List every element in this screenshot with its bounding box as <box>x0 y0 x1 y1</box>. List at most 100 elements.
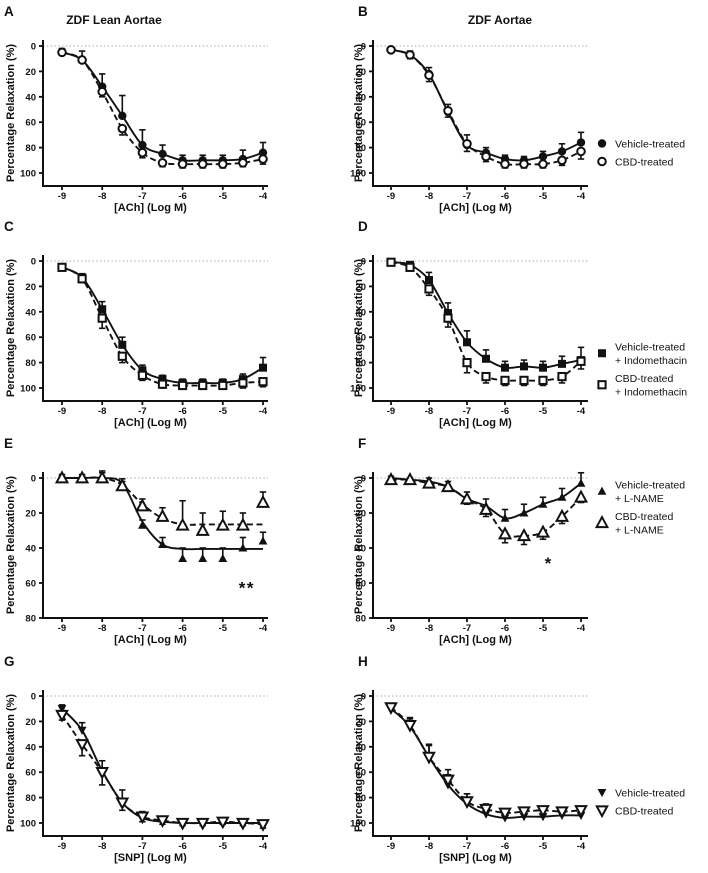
x-tick-label: -8 <box>98 841 106 852</box>
x-axis-title: [ACh] (Log M) <box>114 417 187 429</box>
y-tick-label: 40 <box>25 307 36 318</box>
x-tick-label: -4 <box>259 841 268 852</box>
y-tick-label: 40 <box>355 92 366 103</box>
triangle-down-open-marker <box>498 807 512 821</box>
x-tick-label: -6 <box>178 406 186 417</box>
triangle-up-filled-marker <box>557 492 567 501</box>
square-filled-marker <box>118 340 127 349</box>
x-tick-label: -7 <box>463 406 471 417</box>
curve-vehicle <box>390 48 582 162</box>
x-tick-label: -8 <box>425 191 433 202</box>
panel-label: H <box>358 654 368 669</box>
square-open-marker <box>57 262 67 272</box>
circle-open-marker <box>519 159 529 169</box>
chart-title: ZDF Aortae <box>468 13 533 27</box>
circle-open-marker <box>597 156 607 167</box>
triangle-down-open-marker <box>195 817 210 831</box>
triangle-down-open-marker <box>55 709 69 723</box>
x-tick-label: -7 <box>138 191 146 202</box>
y-tick-label: 60 <box>25 118 36 129</box>
y-tick-label: 60 <box>25 768 36 779</box>
y-tick-label: 80 <box>355 614 366 625</box>
circle-open-marker <box>481 151 491 162</box>
triangle-down-open-marker <box>256 819 270 832</box>
square-filled-marker <box>158 375 167 384</box>
chart-title: ZDF Lean Aortae <box>66 13 162 27</box>
square-open-marker <box>538 375 548 385</box>
y-tick-label: 20 <box>355 717 366 728</box>
triangle-up-open-marker <box>155 508 170 522</box>
y-tick-label: 0 <box>31 474 36 485</box>
x-tick-label: -9 <box>387 191 395 202</box>
panel-e: E 0 20 40 60 80 -9 -8 -7 -6 -5 -4 Percentage Relaxat… <box>0 432 354 650</box>
x-axis-title: [ACh] (Log M) <box>439 202 512 214</box>
panel-label: D <box>358 219 368 234</box>
circle-open-marker <box>443 105 453 116</box>
curve-vehicle <box>61 708 263 825</box>
y-tick-label: 40 <box>25 544 36 555</box>
triangle-down-filled-marker <box>597 788 607 798</box>
curve-cbd <box>61 266 264 387</box>
circle-open-marker <box>77 55 87 65</box>
curve-cbd <box>390 261 582 382</box>
panel-f: F 0 20 40 60 80 -9 -8 -7 -6 -5 -4 Percentage Relaxat… <box>353 432 708 650</box>
triangle-up-filled-marker <box>258 536 268 545</box>
y-tick-label: 0 <box>361 692 366 703</box>
triangle-up-open-marker <box>175 517 190 531</box>
circle-open-marker <box>258 154 268 164</box>
curve-cbd <box>390 48 582 166</box>
triangle-up-open-marker <box>421 475 437 489</box>
y-tick-label: 100 <box>20 819 36 830</box>
y-tick-label: 20 <box>25 509 36 520</box>
circle-open-marker <box>405 50 415 60</box>
y-tick-label: 60 <box>355 333 366 344</box>
x-tick-label: -8 <box>98 406 106 417</box>
x-axis-title: [ACh] (Log M) <box>439 634 512 646</box>
circle-filled-marker <box>118 111 127 121</box>
square-filled-marker <box>98 305 107 314</box>
x-tick-label: -4 <box>577 406 586 417</box>
square-open-marker <box>137 370 148 380</box>
legend-label: + Indomethacin <box>615 355 687 367</box>
triangle-up-open-marker <box>95 470 110 484</box>
y-axis-title: Percentage Relaxation (%) <box>5 476 17 614</box>
square-filled-marker <box>138 366 147 375</box>
y-axis-title: Percentage Relaxation (%) <box>353 44 365 182</box>
panel-e-chart: E 0 20 40 60 80 -9 -8 -7 -6 -5 -4 Percentage Relaxat… <box>4 436 271 646</box>
triangle-down-open-marker <box>95 767 110 780</box>
triangle-up-filled-marker <box>538 499 548 508</box>
panel-c-chart: C 0 20 40 60 80 100 -9 -8 -7 -6 -5 -4 Percentage Rela… <box>4 219 268 429</box>
triangle-up-open-marker <box>478 501 494 515</box>
legend-label: CBD-treated <box>615 511 674 523</box>
curve-vehicle <box>61 266 264 385</box>
x-tick-label: -8 <box>98 191 106 202</box>
square-open-marker <box>77 274 87 284</box>
x-tick-label: -9 <box>58 191 66 202</box>
x-tick-label: -7 <box>138 841 146 852</box>
legend-label: CBD-treated <box>615 157 674 169</box>
panel-label: G <box>4 654 15 669</box>
circle-filled-marker <box>138 140 147 150</box>
y-tick-label: 20 <box>355 509 366 520</box>
triangle-up-open-marker <box>235 517 250 531</box>
y-tick-label: 100 <box>350 384 366 395</box>
legend-label: Vehicle-treated <box>615 342 685 354</box>
curve-cbd <box>390 478 582 538</box>
square-filled-marker <box>501 363 509 372</box>
circle-open-marker <box>576 146 586 157</box>
x-tick-label: -7 <box>463 623 471 634</box>
y-tick-label: 80 <box>25 143 36 154</box>
square-open-marker <box>386 257 396 267</box>
circle-filled-marker <box>557 147 567 156</box>
circle-filled-marker <box>538 152 548 161</box>
circle-open-marker <box>137 147 148 158</box>
panel-d: D 0 20 40 60 80 100 -9 -8 -7 -6 -5 -4 Percentage Rela… <box>350 215 708 432</box>
circle-open-marker <box>97 86 107 97</box>
triangle-down-open-marker <box>574 805 588 818</box>
triangle-down-open-marker <box>595 805 609 819</box>
y-tick-label: 100 <box>350 819 366 830</box>
legend-label: Vehicle-treated <box>615 788 685 800</box>
y-tick-label: 60 <box>25 333 36 344</box>
triangle-up-filled-marker <box>500 513 510 522</box>
legend-label: + L-NAME <box>615 525 664 537</box>
